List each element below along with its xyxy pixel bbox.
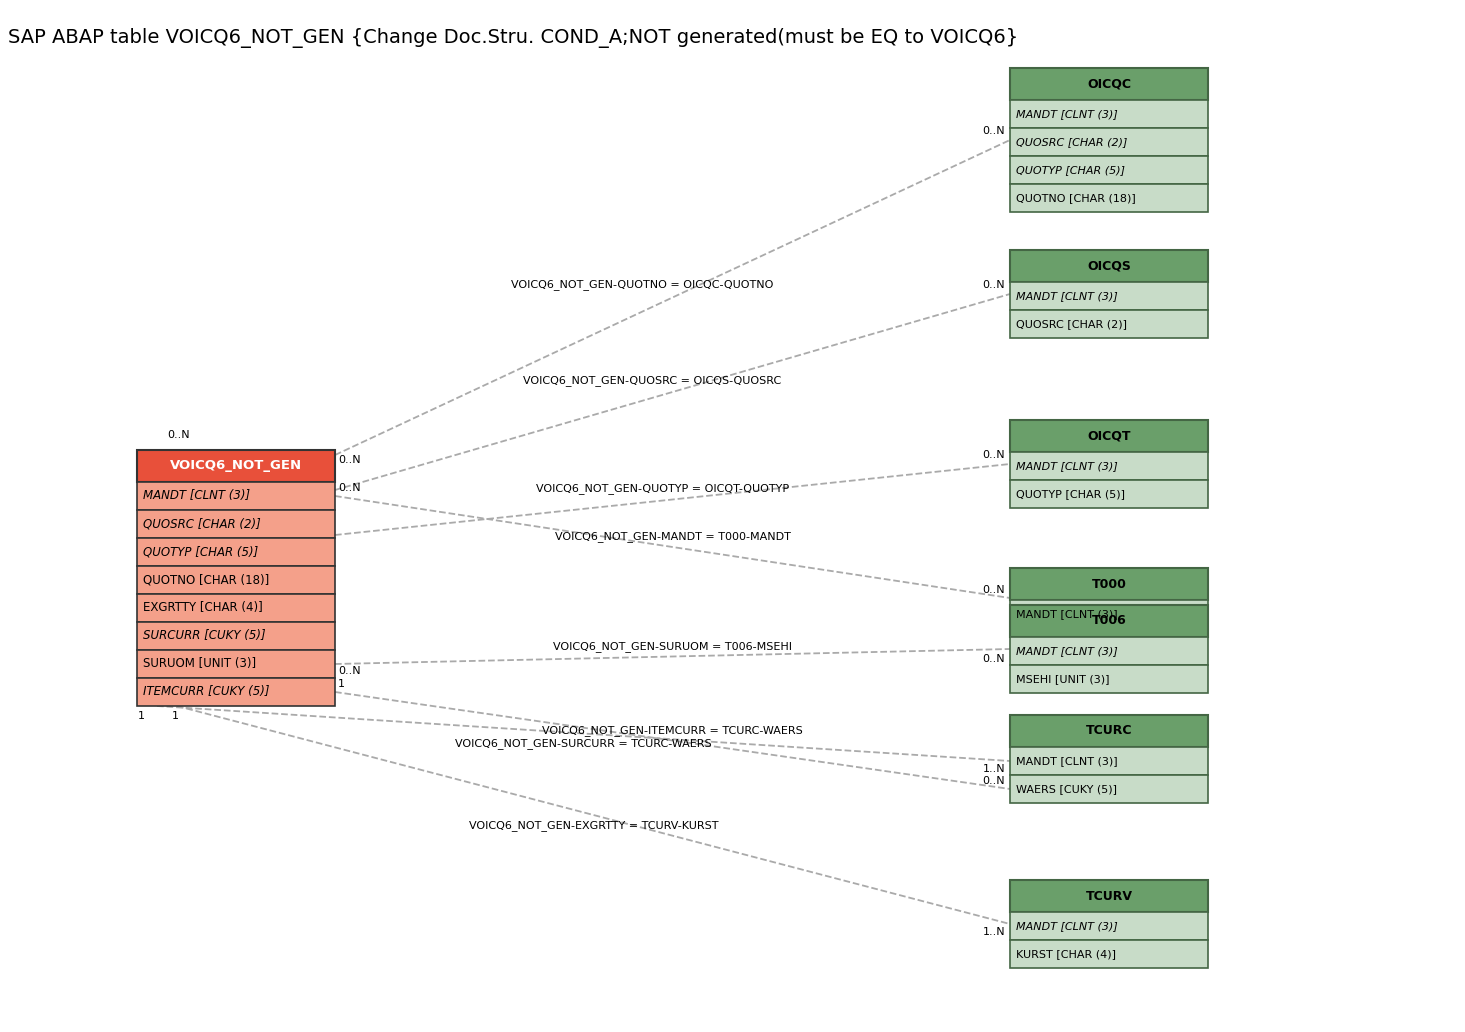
Text: T000: T000 [1091, 578, 1127, 590]
Text: MANDT [CLNT (3)]: MANDT [CLNT (3)] [1017, 646, 1118, 656]
Text: 0..N: 0..N [167, 430, 189, 440]
Bar [138, 538, 335, 566]
Bar [1009, 100, 1209, 128]
Bar [1009, 637, 1209, 665]
Bar [1009, 912, 1209, 940]
Text: 0..N: 0..N [983, 776, 1005, 786]
Text: QUOTNO [CHAR (18)]: QUOTNO [CHAR (18)] [1017, 193, 1135, 203]
Bar [138, 622, 335, 650]
Text: QUOSRC [CHAR (2)]: QUOSRC [CHAR (2)] [1017, 137, 1128, 147]
Text: SURCURR [CUKY (5)]: SURCURR [CUKY (5)] [144, 630, 265, 643]
Text: 1: 1 [171, 711, 179, 721]
Bar [1009, 282, 1209, 310]
Bar [138, 650, 335, 678]
Text: MSEHI [UNIT (3)]: MSEHI [UNIT (3)] [1017, 674, 1109, 684]
Text: VOICQ6_NOT_GEN-QUOTYP = OICQT-QUOTYP: VOICQ6_NOT_GEN-QUOTYP = OICQT-QUOTYP [536, 484, 790, 494]
Text: SURUOM [UNIT (3)]: SURUOM [UNIT (3)] [144, 657, 256, 671]
Text: OICQT: OICQT [1087, 429, 1131, 443]
Bar [138, 510, 335, 538]
Text: MANDT [CLNT (3)]: MANDT [CLNT (3)] [1017, 921, 1118, 931]
Bar [1009, 184, 1209, 212]
Text: VOICQ6_NOT_GEN: VOICQ6_NOT_GEN [170, 459, 302, 473]
Text: OICQS: OICQS [1087, 259, 1131, 272]
Text: MANDT [CLNT (3)]: MANDT [CLNT (3)] [1017, 756, 1118, 766]
Text: QUOSRC [CHAR (2)]: QUOSRC [CHAR (2)] [144, 517, 261, 530]
Bar [1009, 156, 1209, 184]
Text: 0..N: 0..N [983, 654, 1005, 664]
Text: VOICQ6_NOT_GEN-SURUOM = T006-MSEHI: VOICQ6_NOT_GEN-SURUOM = T006-MSEHI [552, 641, 793, 651]
Text: WAERS [CUKY (5)]: WAERS [CUKY (5)] [1017, 784, 1116, 794]
Bar [138, 482, 335, 510]
Text: 1..N: 1..N [983, 764, 1005, 774]
Text: 1: 1 [338, 679, 344, 689]
Bar [1009, 605, 1209, 637]
Text: VOICQ6_NOT_GEN-QUOTNO = OICQC-QUOTNO: VOICQ6_NOT_GEN-QUOTNO = OICQC-QUOTNO [511, 279, 774, 290]
Bar [1009, 775, 1209, 803]
Text: 0..N: 0..N [983, 280, 1005, 290]
Text: QUOTYP [CHAR (5)]: QUOTYP [CHAR (5)] [144, 546, 258, 558]
Bar [138, 678, 335, 706]
Text: 0..N: 0..N [983, 126, 1005, 136]
Bar [1009, 128, 1209, 156]
Text: MANDT [CLNT (3)]: MANDT [CLNT (3)] [144, 489, 251, 503]
Text: 0..N: 0..N [338, 455, 360, 465]
Text: 0..N: 0..N [338, 666, 360, 676]
Text: 1: 1 [138, 711, 145, 721]
Text: 0..N: 0..N [338, 483, 360, 493]
Text: TCURV: TCURV [1086, 890, 1132, 903]
Bar [1009, 250, 1209, 282]
Text: QUOTNO [CHAR (18)]: QUOTNO [CHAR (18)] [144, 574, 270, 586]
Bar [1009, 715, 1209, 747]
Text: ITEMCURR [CUKY (5)]: ITEMCURR [CUKY (5)] [144, 685, 270, 699]
Bar [1009, 665, 1209, 694]
Bar [138, 594, 335, 622]
Text: VOICQ6_NOT_GEN-QUOSRC = OICQS-QUOSRC: VOICQ6_NOT_GEN-QUOSRC = OICQS-QUOSRC [523, 375, 782, 386]
Text: MANDT [CLNT (3)]: MANDT [CLNT (3)] [1017, 461, 1118, 471]
Bar [1009, 600, 1209, 628]
Bar [1009, 310, 1209, 338]
Text: MANDT [CLNT (3)]: MANDT [CLNT (3)] [1017, 291, 1118, 301]
Text: QUOSRC [CHAR (2)]: QUOSRC [CHAR (2)] [1017, 319, 1127, 329]
Bar [1009, 452, 1209, 480]
Text: KURST [CHAR (4)]: KURST [CHAR (4)] [1017, 949, 1116, 959]
Text: TCURC: TCURC [1086, 724, 1132, 738]
Bar [1009, 940, 1209, 968]
Bar [138, 566, 335, 594]
Bar [1009, 68, 1209, 100]
Bar [138, 450, 335, 482]
Bar [1009, 880, 1209, 912]
Text: VOICQ6_NOT_GEN-MANDT = T000-MANDT: VOICQ6_NOT_GEN-MANDT = T000-MANDT [555, 531, 791, 542]
Text: T006: T006 [1091, 614, 1127, 627]
Text: SAP ABAP table VOICQ6_NOT_GEN {Change Doc.Stru. COND_A;NOT generated(must be EQ : SAP ABAP table VOICQ6_NOT_GEN {Change Do… [7, 28, 1018, 49]
Text: 0..N: 0..N [983, 450, 1005, 460]
Text: 0..N: 0..N [983, 585, 1005, 595]
Text: QUOTYP [CHAR (5)]: QUOTYP [CHAR (5)] [1017, 165, 1125, 175]
Text: MANDT [CLNT (3)]: MANDT [CLNT (3)] [1017, 109, 1118, 119]
Text: EXGRTTY [CHAR (4)]: EXGRTTY [CHAR (4)] [144, 602, 262, 614]
Text: VOICQ6_NOT_GEN-SURCURR = TCURC-WAERS: VOICQ6_NOT_GEN-SURCURR = TCURC-WAERS [456, 739, 712, 749]
Text: 1..N: 1..N [983, 927, 1005, 937]
Text: VOICQ6_NOT_GEN-EXGRTTY = TCURV-KURST: VOICQ6_NOT_GEN-EXGRTTY = TCURV-KURST [469, 820, 718, 831]
Bar [1009, 747, 1209, 775]
Text: QUOTYP [CHAR (5)]: QUOTYP [CHAR (5)] [1017, 489, 1125, 499]
Text: MANDT [CLNT (3)]: MANDT [CLNT (3)] [1017, 609, 1118, 619]
Text: OICQC: OICQC [1087, 77, 1131, 91]
Bar [1009, 480, 1209, 508]
Text: VOICQ6_NOT_GEN-ITEMCURR = TCURC-WAERS: VOICQ6_NOT_GEN-ITEMCURR = TCURC-WAERS [542, 724, 803, 736]
Bar [1009, 568, 1209, 600]
Bar [1009, 420, 1209, 452]
